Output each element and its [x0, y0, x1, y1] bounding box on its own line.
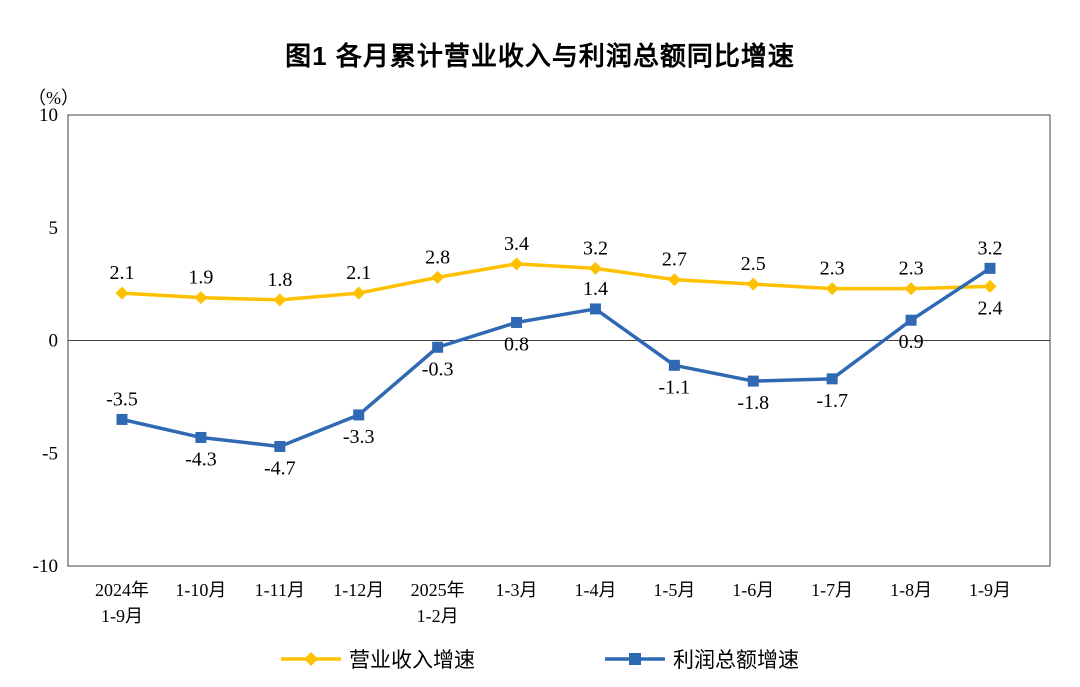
x-category-label: 1-3月	[496, 580, 538, 600]
y-tick-label: 0	[49, 331, 59, 352]
data-point-marker	[589, 303, 601, 315]
data-label: 1.8	[267, 269, 292, 291]
data-point-marker	[746, 277, 760, 291]
data-label: -3.5	[106, 388, 138, 410]
data-point-marker	[826, 373, 838, 385]
profit-line-marker-icon	[605, 653, 665, 665]
data-point-marker	[194, 291, 208, 305]
x-category-label: 1-4月	[574, 580, 616, 600]
x-category-label: 1-8月	[890, 580, 932, 600]
data-point-marker	[432, 341, 444, 353]
legend-label-revenue: 营业收入增速	[349, 648, 475, 672]
data-label: -1.1	[659, 376, 691, 398]
data-label: 2.1	[110, 262, 135, 284]
data-point-marker	[510, 257, 524, 271]
data-point-marker	[983, 279, 997, 293]
data-label: 3.2	[583, 237, 608, 259]
series-line-1	[120, 266, 992, 449]
x-category-label: 1-9月	[969, 580, 1011, 600]
x-category-label: 1-5月	[653, 580, 695, 600]
x-category-label: 1-2月	[417, 606, 459, 626]
data-label: 0.9	[899, 331, 924, 353]
x-category-label: 1-10月	[175, 580, 226, 600]
data-label: -3.3	[343, 426, 375, 448]
data-label: -1.8	[737, 392, 769, 414]
x-category-label: 2024年	[95, 580, 149, 600]
data-label: -1.7	[816, 390, 848, 412]
chart-title: 图1 各月累计营业收入与利润总额同比增速	[285, 41, 795, 71]
data-label: 1.4	[583, 278, 608, 300]
x-category-label: 1-12月	[333, 580, 384, 600]
data-point-marker	[984, 262, 996, 274]
legend-item-revenue: 营业收入增速	[281, 644, 475, 674]
data-label: 1.9	[188, 267, 213, 289]
legend-item-profit: 利润总额增速	[605, 644, 799, 674]
legend-label-profit: 利润总额增速	[673, 648, 799, 672]
x-category-label: 1-9月	[101, 606, 143, 626]
y-tick-label: 5	[49, 218, 59, 239]
data-label: 2.5	[741, 253, 766, 275]
data-point-marker	[825, 282, 839, 296]
data-label: 2.3	[820, 258, 845, 280]
data-label: -0.3	[422, 358, 454, 380]
data-point-marker	[353, 409, 365, 421]
x-category-label: 1-7月	[811, 580, 853, 600]
data-label: 2.7	[662, 249, 687, 271]
data-point-marker	[352, 286, 366, 300]
data-point-marker	[431, 270, 445, 284]
data-point-marker	[274, 440, 286, 452]
data-label: 2.4	[978, 297, 1003, 319]
data-point-marker	[588, 261, 602, 275]
revenue-line-marker-icon	[281, 652, 341, 666]
data-point-marker	[904, 282, 918, 296]
data-point-marker	[273, 293, 287, 307]
y-axis-unit-label: （%）	[28, 88, 79, 108]
data-point-marker	[116, 413, 128, 425]
data-label: 2.8	[425, 246, 450, 268]
data-point-marker	[511, 316, 523, 328]
data-label: 3.4	[504, 233, 529, 255]
chart-legend: 营业收入增速 利润总额增速	[0, 644, 1080, 674]
data-point-marker	[667, 273, 681, 287]
data-label: -4.7	[264, 457, 296, 479]
data-point-marker	[115, 286, 129, 300]
data-label: -4.3	[185, 448, 217, 470]
data-point-marker	[195, 431, 207, 443]
data-point-marker	[905, 314, 917, 326]
y-tick-label: -5	[42, 443, 58, 464]
data-label: 2.1	[346, 262, 371, 284]
data-label: 0.8	[504, 333, 529, 355]
y-tick-label: 10	[39, 105, 58, 126]
x-category-label: 1-11月	[255, 580, 305, 600]
data-point-marker	[747, 375, 759, 387]
data-point-marker	[668, 359, 680, 371]
x-category-label: 1-6月	[732, 580, 774, 600]
y-tick-label: -10	[33, 556, 58, 577]
series-line-0	[120, 262, 992, 302]
data-label: 3.2	[978, 237, 1003, 259]
x-category-label: 2025年	[411, 580, 465, 600]
data-label: 2.3	[899, 258, 924, 280]
